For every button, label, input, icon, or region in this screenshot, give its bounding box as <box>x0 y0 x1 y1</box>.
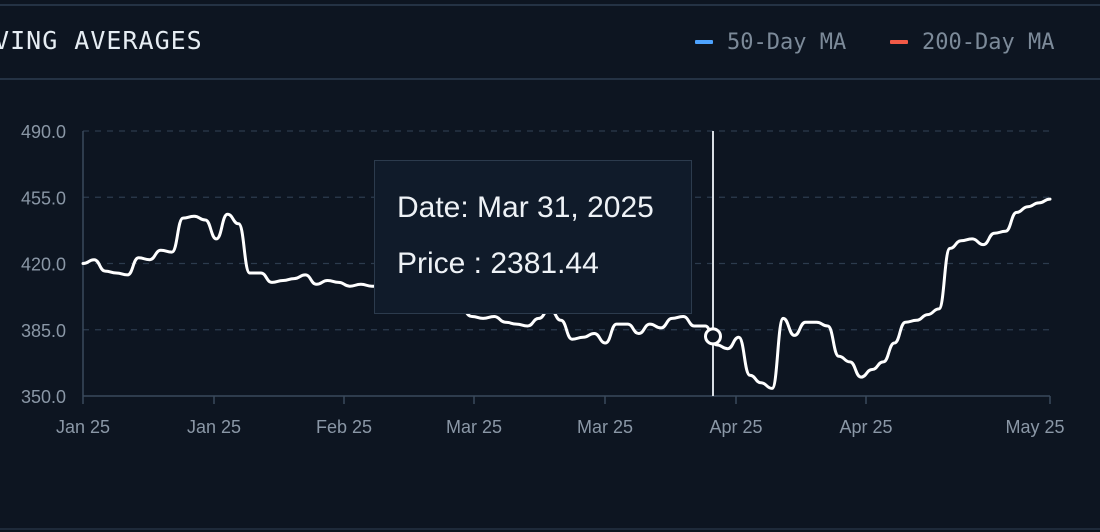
x-tick-label: Mar 25 <box>577 417 633 437</box>
top-divider <box>0 4 1100 6</box>
y-tick-label: 385.0 <box>21 321 66 341</box>
legend-label-50-day-ma: 50-Day MA <box>727 29 847 55</box>
legend-item-200-day-ma[interactable]: 200-Day MA <box>890 28 1054 56</box>
tooltip-price: Price : 2381.44 <box>397 247 599 280</box>
y-tick-label: 490.0 <box>21 122 66 142</box>
y-tick-label: 350.0 <box>21 387 66 407</box>
price-series-line[interactable] <box>81 197 1052 390</box>
hover-tooltip: Date: Mar 31, 2025 Price : 2381.44 <box>374 160 692 314</box>
x-tick-label: Apr 25 <box>709 417 762 437</box>
legend-label-200-day-ma: 200-Day MA <box>922 29 1055 55</box>
x-tick-label: Mar 25 <box>446 417 502 437</box>
x-tick-label: Jan 25 <box>187 417 241 437</box>
x-tick-label: Apr 25 <box>839 417 892 437</box>
chart-title: OVING AVERAGES <box>0 26 203 55</box>
x-tick-label: Feb 25 <box>316 417 372 437</box>
bottom-divider <box>0 528 1100 530</box>
legend-swatch-red <box>890 40 908 44</box>
y-tick-label: 455.0 <box>21 188 66 208</box>
tooltip-date: Date: Mar 31, 2025 <box>397 191 654 224</box>
legend-item-50-day-ma[interactable]: 50-Day MA <box>695 28 846 56</box>
x-tick-label: May 25 <box>1005 417 1064 437</box>
hover-point-marker[interactable] <box>704 327 722 346</box>
y-tick-label: 420.0 <box>21 255 66 275</box>
x-tick-label: Jan 25 <box>56 417 110 437</box>
legend-swatch-blue <box>695 40 713 44</box>
header-divider <box>0 78 1100 80</box>
